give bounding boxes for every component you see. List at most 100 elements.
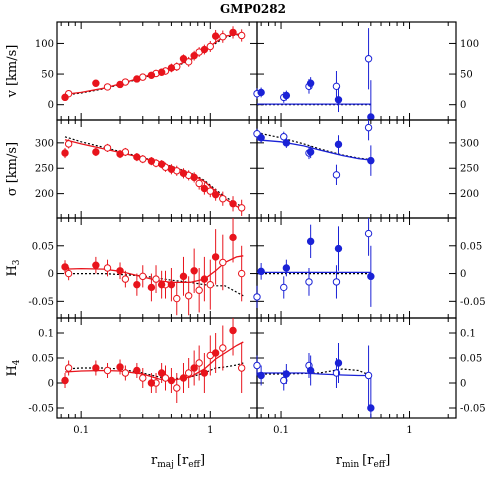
sigma-right-open-point bbox=[332, 171, 341, 179]
H3-right-open-point bbox=[364, 229, 373, 238]
v-left-filled-point bbox=[211, 32, 220, 40]
H4-left-filled-point bbox=[200, 369, 209, 377]
sigma-right-filled-point bbox=[282, 139, 291, 147]
H3-left-open-point bbox=[184, 292, 193, 300]
v-left-filled-point bbox=[61, 93, 69, 102]
H3-left-filled-point bbox=[133, 280, 141, 289]
H3-left-open-point bbox=[152, 275, 160, 283]
v-left-filled-point bbox=[116, 80, 124, 89]
H3-y-tick-label-right: -0.05 bbox=[460, 297, 486, 308]
sigma-left-filled-point bbox=[157, 160, 166, 168]
H4-right-model-solid-line bbox=[257, 372, 371, 377]
H4-y-tick-label-right: 0 bbox=[460, 379, 466, 390]
v-y-axis-label: v[km/s] bbox=[5, 45, 20, 99]
v-left-open-point bbox=[206, 42, 214, 51]
H3-left-open-point bbox=[206, 280, 214, 289]
H3-left-filled-point bbox=[157, 280, 166, 289]
sigma-right-open-point bbox=[280, 133, 288, 141]
sigma-right-model-dotted-line bbox=[256, 132, 371, 161]
H4-left-open-point bbox=[121, 369, 130, 377]
x-axis-label-left: rmaj [reff] bbox=[151, 453, 205, 470]
H3-right-filled-point bbox=[306, 237, 315, 246]
H4-y-tick-label-left: 0.05 bbox=[32, 354, 54, 365]
sigma-left-filled-point bbox=[92, 148, 100, 156]
H4-left-filled-point bbox=[211, 349, 220, 357]
H4-left-open-point bbox=[64, 364, 73, 372]
sigma-left-frame bbox=[56, 119, 258, 219]
H4-left-open-point bbox=[237, 364, 246, 372]
H4-left-open-point bbox=[103, 366, 112, 375]
H4-left-open-point bbox=[184, 369, 193, 377]
figure-title: GMP0282 bbox=[220, 2, 286, 16]
sigma-left-filled-point bbox=[211, 190, 220, 199]
v-left-filled-point bbox=[92, 79, 100, 87]
H3-left-filled-point bbox=[92, 261, 100, 269]
v-left-model-dotted-line bbox=[64, 33, 244, 96]
H4-right-filled-point bbox=[334, 359, 343, 367]
H3-y-tick-label-right: 0.05 bbox=[460, 241, 482, 252]
sigma-y-tick-label-left: 250 bbox=[35, 164, 54, 175]
H3-y-tick-label-left: 0.05 bbox=[32, 241, 54, 252]
sigma-right-filled-point bbox=[334, 140, 343, 149]
H4-left-filled-point bbox=[61, 376, 69, 385]
sigma-right-model-solid-line bbox=[256, 139, 371, 161]
sigma-left-filled-point bbox=[190, 173, 198, 182]
H3-left-open-point bbox=[195, 286, 203, 294]
v-y-tick-label-left: 100 bbox=[35, 39, 54, 50]
v-y-tick-label-right: 100 bbox=[460, 39, 479, 50]
H3-left-open-point bbox=[121, 275, 130, 283]
sigma-y-tick-label-left: 300 bbox=[35, 138, 54, 149]
H4-right-open-point bbox=[253, 361, 261, 370]
H3-left-filled-point bbox=[200, 275, 209, 283]
v-right-filled-point bbox=[367, 113, 375, 121]
H3-left-filled-point bbox=[229, 233, 237, 242]
H3-left-filled-point bbox=[147, 283, 156, 292]
H4-left-filled-point bbox=[133, 366, 141, 375]
H3-left-open-point bbox=[64, 269, 73, 278]
H3-y-axis-label: H3 bbox=[5, 259, 22, 276]
H4-left-filled-point bbox=[157, 369, 166, 377]
H4-y-tick-label-right: 0.05 bbox=[460, 354, 482, 365]
sigma-right-filled-point bbox=[257, 134, 265, 142]
sigma-left-filled-point bbox=[167, 165, 176, 173]
sigma-left-filled-point bbox=[179, 169, 188, 178]
sigma-right-open-point bbox=[364, 123, 373, 132]
H3-left-filled-point bbox=[190, 267, 198, 275]
sigma-left-filled-point bbox=[200, 184, 209, 193]
H4-y-tick-label-left: -0.05 bbox=[28, 404, 54, 415]
H4-left-filled-point bbox=[179, 374, 188, 382]
v-left-open-point bbox=[237, 31, 246, 40]
x-tick-label-left: 1 bbox=[207, 425, 213, 436]
H4-y-tick-label-left: 0.1 bbox=[38, 329, 54, 340]
H3-right-filled-point bbox=[334, 244, 343, 253]
H3-left-filled-point bbox=[116, 267, 124, 275]
v-left-filled-point bbox=[147, 71, 156, 79]
H4-left-filled-point bbox=[147, 379, 156, 387]
sigma-y-tick-label-right: 200 bbox=[460, 189, 479, 200]
H4-left-model-solid-line bbox=[64, 341, 244, 382]
v-y-tick-label-left: 0 bbox=[48, 100, 54, 111]
sigma-left-open-point bbox=[195, 179, 203, 188]
v-left-filled-point bbox=[190, 51, 198, 60]
v-right-filled-point bbox=[334, 96, 343, 104]
v-right-filled-point bbox=[257, 88, 265, 97]
H4-left-filled-point bbox=[190, 364, 198, 372]
sigma-left-open-point bbox=[219, 195, 227, 203]
v-y-tick-label-left: 50 bbox=[41, 70, 54, 81]
H3-right-filled-point bbox=[367, 272, 375, 281]
H4-left-filled-point bbox=[116, 363, 124, 371]
v-left-filled-point bbox=[179, 55, 188, 63]
H3-right-open-point bbox=[280, 283, 288, 292]
H4-right-open-point bbox=[280, 376, 288, 385]
H3-left-frame bbox=[56, 217, 258, 319]
sigma-left-filled-point bbox=[61, 149, 69, 157]
v-right-frame bbox=[256, 21, 457, 121]
H3-left-open-point bbox=[237, 269, 246, 278]
H4-right-filled-point bbox=[367, 404, 375, 412]
x-tick-label-left: 0.1 bbox=[73, 425, 89, 436]
H3-right-open-point bbox=[305, 278, 313, 286]
H4-right-filled-point bbox=[282, 370, 291, 378]
H3-y-tick-label-left: 0 bbox=[48, 269, 54, 280]
x-tick-label-right: 0.1 bbox=[273, 425, 289, 436]
